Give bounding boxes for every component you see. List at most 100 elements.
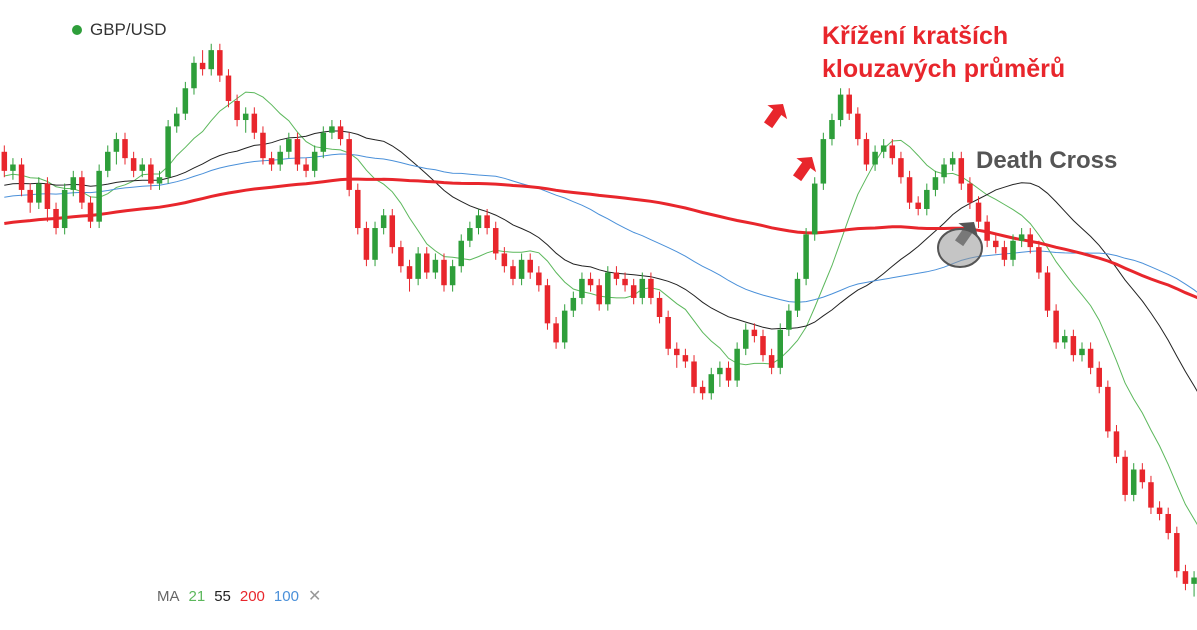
candle [182,81,189,121]
candle [648,272,654,305]
candle [639,272,646,305]
candle [553,317,559,349]
death-cross-annotation: Death Cross [976,147,1118,174]
candle [191,56,197,95]
candle [27,183,33,213]
ma-legend-100[interactable]: 100 [273,587,299,605]
candle [492,221,499,260]
candle [96,164,102,229]
candle [484,208,490,235]
candle [1027,228,1034,254]
candle [1036,240,1042,279]
candle [1087,342,1094,375]
candle [932,170,939,197]
candle [777,323,783,375]
candle [1070,329,1077,362]
ma-line-55 [4,130,1197,392]
candle [1182,564,1189,591]
candle [691,355,697,394]
candle [760,329,766,362]
candle [1105,380,1111,438]
candle [1001,240,1008,267]
candle [501,247,508,273]
death-cross-circle [937,228,983,268]
candle [872,145,878,171]
candle [18,158,25,197]
candle [889,139,896,165]
candle [70,170,77,197]
candle [1156,501,1163,521]
candle [984,215,990,248]
candle [303,158,309,178]
candle [1174,526,1180,578]
candle [596,278,602,311]
candle [786,304,792,337]
candle [251,107,258,140]
candle [79,170,85,209]
symbol-dot-icon [72,25,82,35]
candle [61,183,68,235]
close-icon[interactable]: ✕ [307,588,322,605]
candle [1018,228,1025,248]
candlesticks [1,43,1197,597]
candle [173,107,180,133]
candle [536,266,542,292]
candle [1,145,8,178]
candle [915,196,921,216]
candle [570,291,577,317]
candle [1191,571,1197,597]
candle [139,158,146,178]
candle [441,253,447,292]
candle [975,196,982,229]
candle [717,361,723,387]
candle [1044,266,1051,317]
candle [794,272,801,317]
candle [768,348,775,375]
candle [467,221,473,248]
candle [1053,304,1059,349]
candle [148,158,154,190]
candle [337,120,344,146]
candle [630,278,637,305]
candle [113,132,120,165]
candle [346,132,352,197]
candle [837,88,844,127]
candle [234,94,240,127]
candle [122,132,128,165]
symbol-name: GBP/USD [90,20,167,39]
candle [329,120,335,140]
candle [242,107,249,133]
candle [432,253,439,279]
candle [458,234,465,273]
ma-line-100 [4,153,1197,303]
ma-legend-55[interactable]: 55 [214,587,231,605]
ma-line-200 [4,177,1197,300]
crossover-annotation-line2: klouzavých průměrů [822,55,1066,83]
candle [880,139,887,159]
candle [855,107,861,146]
candle [44,177,51,222]
candle [906,170,913,209]
candle [53,202,59,235]
candle [820,132,827,190]
candle [165,120,171,184]
candle [967,177,973,209]
candle [225,69,232,108]
candle [656,291,663,324]
candle [286,132,292,159]
candle [993,234,999,254]
candle [510,259,516,286]
candle [898,151,904,184]
candle [268,151,275,171]
ma-legend-200[interactable]: 200 [239,587,265,605]
candle [1010,234,1016,267]
candle [1165,507,1171,540]
ma-legend-21[interactable]: 21 [188,587,206,605]
ma-legend: MA 21 55 200 100 ✕ [157,586,321,606]
candle [699,380,706,400]
candle [320,126,327,159]
candle [156,170,163,190]
crossover-arrow-1-icon [763,104,788,129]
candle [389,208,396,254]
